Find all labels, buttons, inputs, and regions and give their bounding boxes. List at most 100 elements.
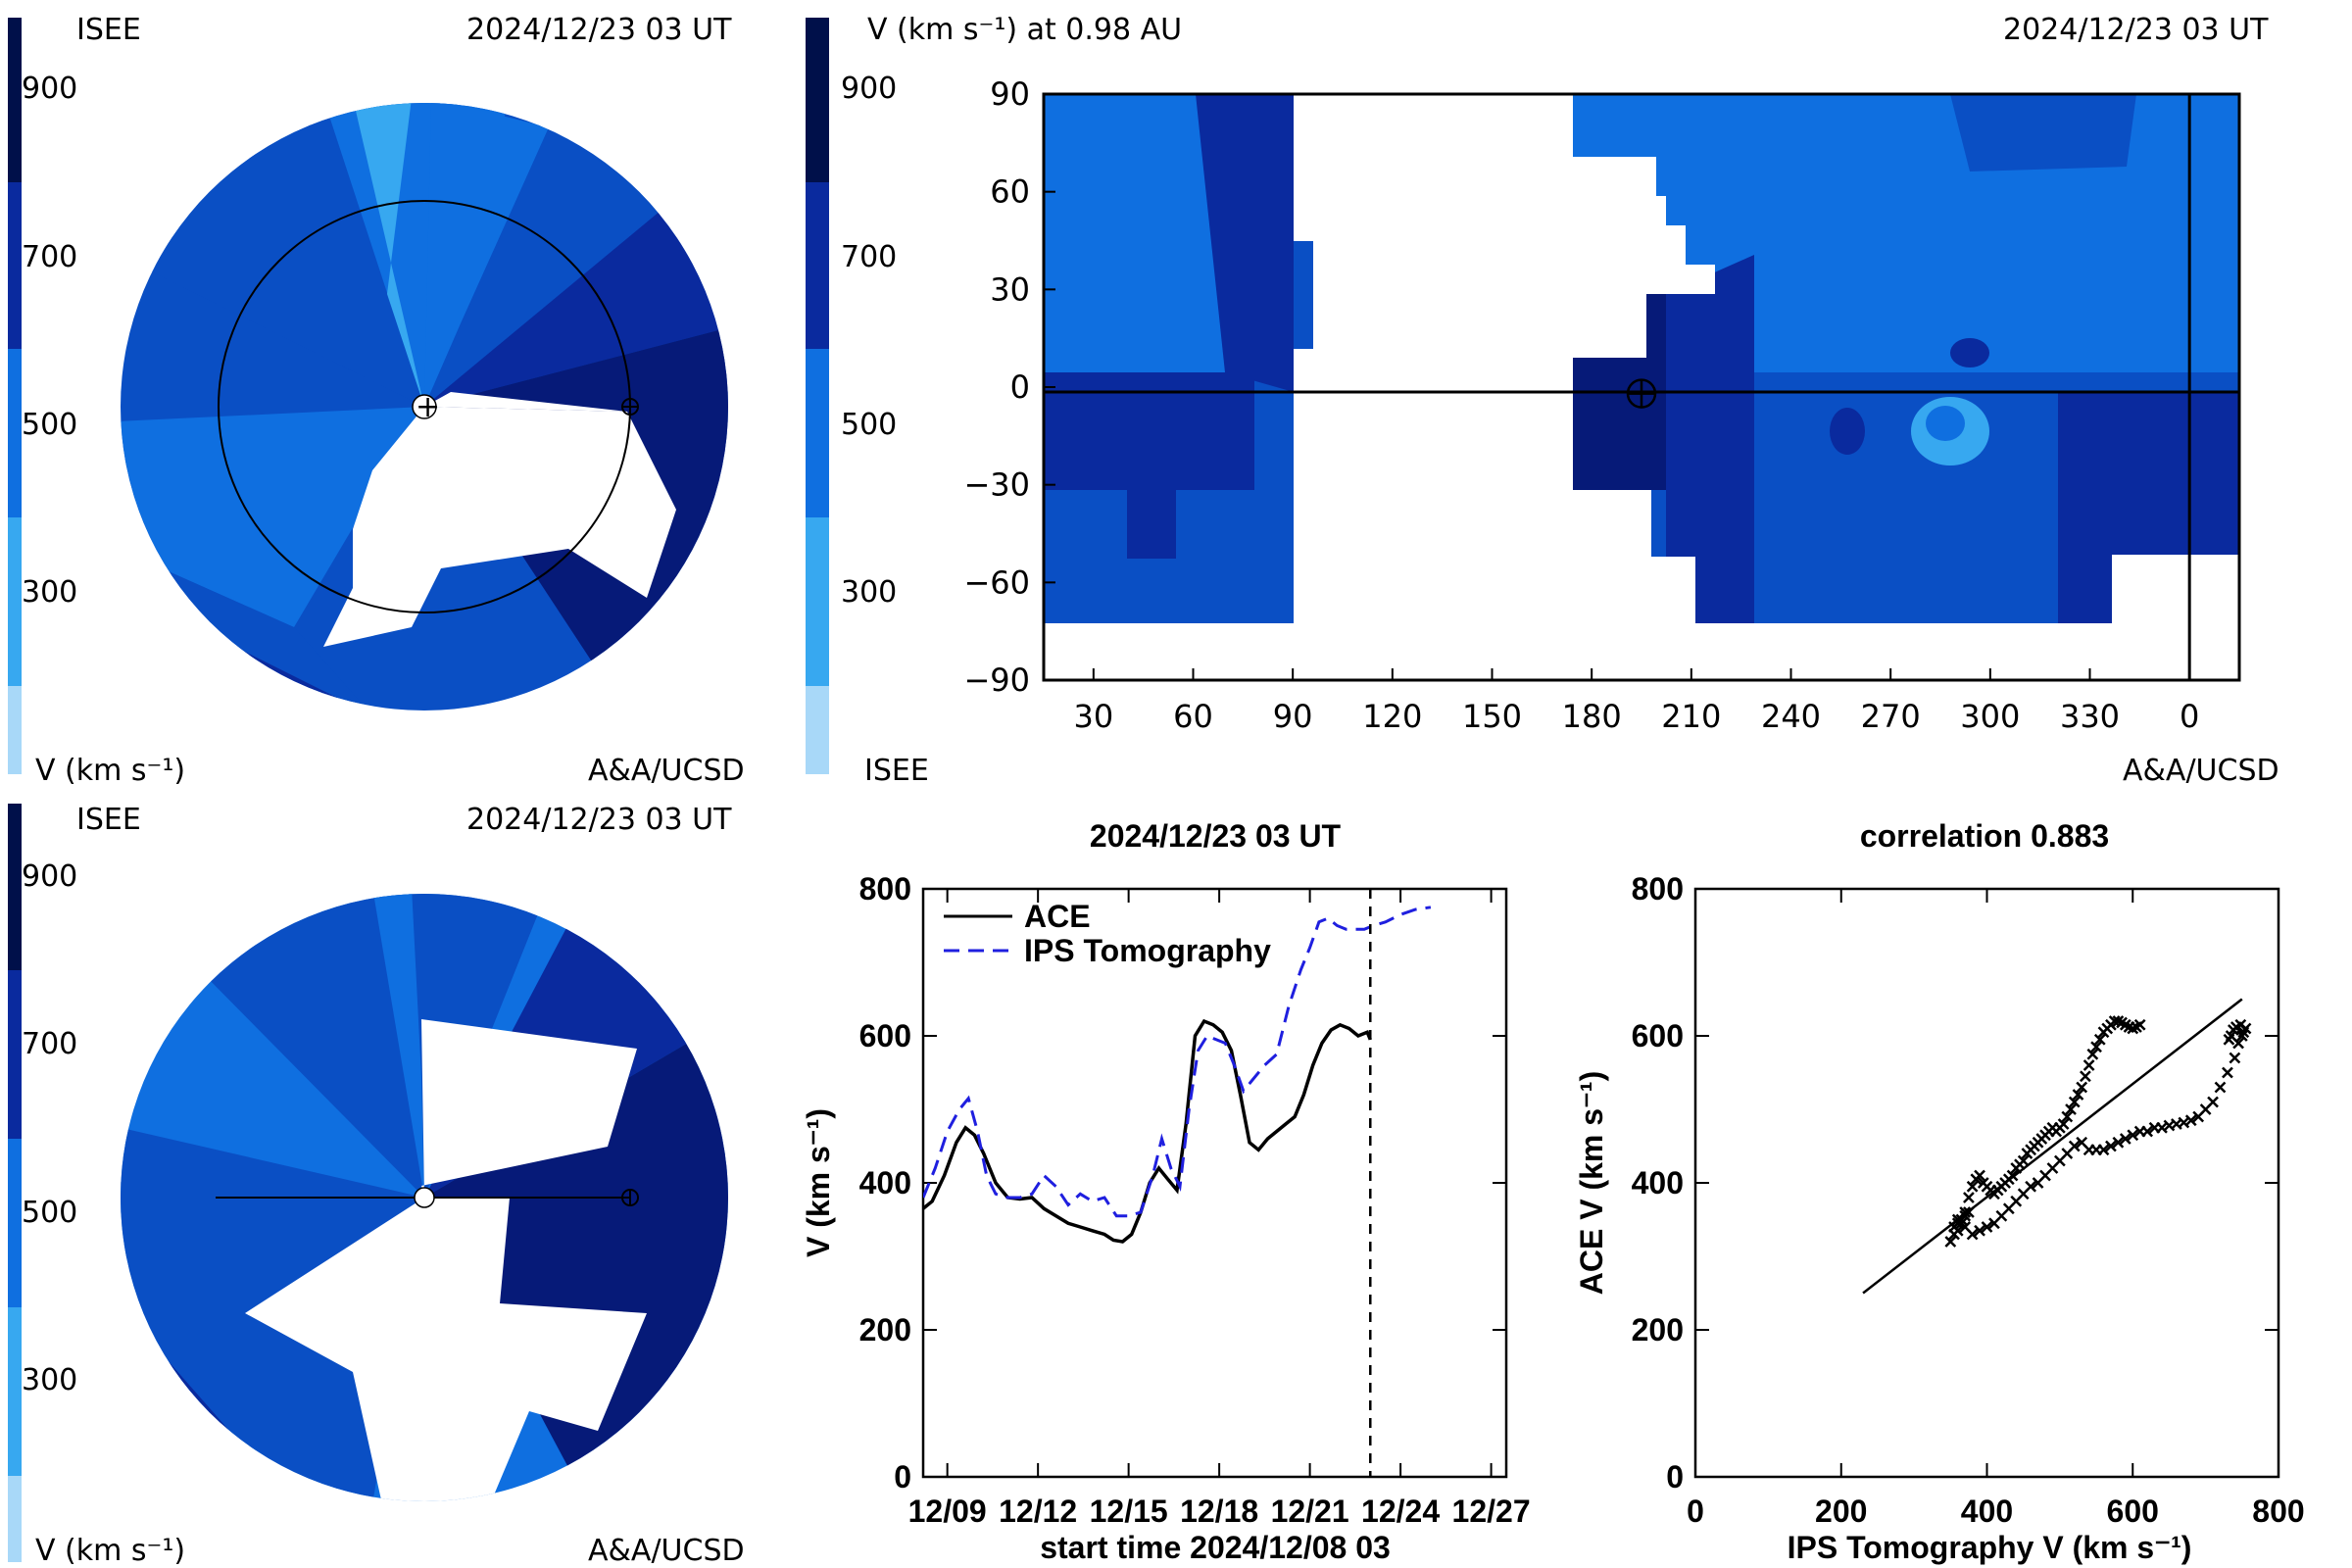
- map-xtick-label: 210: [1661, 698, 1721, 735]
- scatter-title: correlation 0.883: [1860, 818, 2109, 854]
- scatter-xtick-label: 0: [1687, 1494, 1704, 1529]
- scatter-point: [1966, 1228, 1979, 1241]
- colorbar-band-300: [806, 686, 829, 774]
- scatter-point: [1974, 1224, 1985, 1237]
- colorbar-band-500: [806, 349, 829, 517]
- colorbar-tick-500: 500: [841, 408, 897, 442]
- credit-label: A&A/UCSD: [588, 1534, 745, 1568]
- unit-label: V (km s⁻¹): [35, 754, 185, 788]
- colorbar-band-300: [8, 686, 22, 774]
- ts-ylabel: V (km s⁻¹): [801, 1108, 836, 1257]
- ts-xlabel: start time 2024/12/08 03: [1040, 1530, 1391, 1565]
- colorbar-tick-900: 900: [22, 859, 77, 894]
- scatter-point: [2076, 1081, 2088, 1094]
- scatter-point: [2025, 1180, 2037, 1193]
- panel-bottom-left: 900 700 500 300 ISEE 2024/12/23 03 UT V …: [8, 803, 745, 1568]
- ts-legend: ACE IPS Tomography: [944, 899, 1271, 968]
- colorbar-tick-700: 700: [22, 240, 77, 274]
- ts-ytick-label: 400: [859, 1165, 911, 1200]
- map-ytick-label: 0: [1010, 368, 1030, 406]
- scatter-point: [2112, 1136, 2125, 1149]
- panel-time-series: 2024/12/23 03 UT 12/09 12/12 12/15 12/18 12/…: [801, 818, 1531, 1565]
- ts-title: 2024/12/23 03 UT: [1090, 818, 1342, 854]
- map-xtick-label: 330: [2060, 698, 2120, 735]
- map-ytick-label: 90: [990, 75, 1030, 113]
- scatter-ytick-label: 0: [1666, 1459, 1684, 1494]
- colorbar-tick-700: 700: [22, 1027, 77, 1061]
- colorbar-tick-900: 900: [841, 72, 897, 106]
- colorbar-band-700: [8, 970, 22, 1139]
- scatter-point: [2133, 1018, 2146, 1031]
- ts-xtick-label: 12/18: [1180, 1494, 1258, 1529]
- colorbar-tick-300: 300: [22, 575, 77, 610]
- colorbar-band-500: [8, 1139, 22, 1307]
- colorbar-band-400: [806, 517, 829, 686]
- scatter-point: [1963, 1192, 1975, 1203]
- map-ytick-label: −90: [963, 662, 1030, 699]
- colorbar-band-300: [8, 1476, 22, 1562]
- map-ytick-label: −30: [963, 466, 1030, 504]
- map-ytick-label: 60: [990, 173, 1030, 211]
- legend-ace-label: ACE: [1024, 899, 1091, 934]
- map-xtick-label: 0: [2180, 698, 2199, 735]
- scatter-point: [2068, 1140, 2081, 1152]
- scatter-axes: 0 200 400 600 800 0 200 400 600 800: [1632, 871, 2305, 1529]
- ts-ytick-label: 0: [894, 1459, 911, 1494]
- scatter-xlabel: IPS Tomography V (km s⁻¹): [1788, 1530, 2192, 1565]
- colorbar-tick-900: 900: [22, 72, 77, 106]
- scatter-point: [2229, 1052, 2241, 1064]
- colorbar-tick-500: 500: [22, 1196, 77, 1230]
- scatter-point: [2006, 1169, 2019, 1182]
- scatter-ylabel: ACE V (km s⁻¹): [1574, 1071, 1609, 1295]
- map-xtick-label: 60: [1173, 698, 1213, 735]
- timestamp: 2024/12/23 03 UT: [2003, 13, 2269, 47]
- ts-xtick-label: 12/15: [1090, 1494, 1168, 1529]
- fit-line: [1862, 998, 2243, 1295]
- credit-label: A&A/UCSD: [588, 754, 745, 788]
- ts-ytick-label: 200: [859, 1312, 911, 1348]
- sun-plus-icon: +: [416, 390, 440, 424]
- ts-xtick-label: 12/21: [1271, 1494, 1349, 1529]
- colorbar-band-400: [8, 1307, 22, 1476]
- scatter-point: [2086, 1048, 2099, 1060]
- scatter-point: [2065, 1103, 2077, 1115]
- colorbar-bottom-left: 900 700 500 300: [8, 804, 77, 1562]
- scatter-point: [1944, 1236, 1957, 1248]
- map-y-axis: 90 60 30 0 −30 −60 −90: [963, 75, 1055, 699]
- scatter-ytick-label: 600: [1632, 1018, 1684, 1054]
- sun-marker: [414, 1187, 435, 1208]
- scatter-ytick-label: 800: [1632, 871, 1684, 906]
- map-xtick-label: 180: [1562, 698, 1622, 735]
- scatter-point: [2214, 1081, 2227, 1094]
- scatter-point: [2057, 1118, 2070, 1130]
- colorbar-band-900: [8, 18, 22, 182]
- panel-top-right: 900 700 500 300 V (km s⁻¹) at 0.98 AU 20…: [806, 13, 2279, 788]
- scatter-point: [1966, 1180, 1979, 1193]
- velocity-disk-top: [121, 103, 728, 710]
- ts-axes: 12/09 12/12 12/15 12/18 12/21 12/24 12/27 0 200 4…: [859, 871, 1531, 1529]
- credit-label: A&A/UCSD: [2123, 754, 2279, 788]
- scatter-point: [2119, 1133, 2132, 1145]
- earth-icon: [1626, 378, 1657, 409]
- ts-ytick-label: 800: [859, 871, 911, 906]
- scatter-point: [2097, 1144, 2110, 1156]
- scatter-xtick-label: 600: [2107, 1494, 2159, 1529]
- colorbar-tick-300: 300: [22, 1363, 77, 1397]
- colorbar-tick-700: 700: [841, 240, 897, 274]
- colorbar-band-500: [8, 349, 22, 517]
- map-ytick-label: 30: [990, 270, 1030, 308]
- sun-marker: [412, 394, 437, 419]
- org-label: ISEE: [864, 754, 929, 788]
- scatter-points: [1944, 1015, 2252, 1248]
- map-xtick-label: 30: [1073, 698, 1113, 735]
- colorbar-tick-300: 300: [841, 575, 897, 610]
- scatter-point: [1963, 1206, 1975, 1218]
- map-x-axis: 30 60 90 120 150 180 210 240 270 300 330 0: [1073, 668, 2199, 735]
- panel-top-left: 900 700 500 300 ISEE 2024/12/23 03 UT V …: [8, 13, 745, 788]
- map-xtick-label: 150: [1462, 698, 1522, 735]
- map-xtick-label: 90: [1273, 698, 1313, 735]
- ts-frame: [921, 887, 1508, 1479]
- ts-xtick-label: 12/27: [1452, 1494, 1531, 1529]
- scatter-frame: [1693, 887, 2280, 1479]
